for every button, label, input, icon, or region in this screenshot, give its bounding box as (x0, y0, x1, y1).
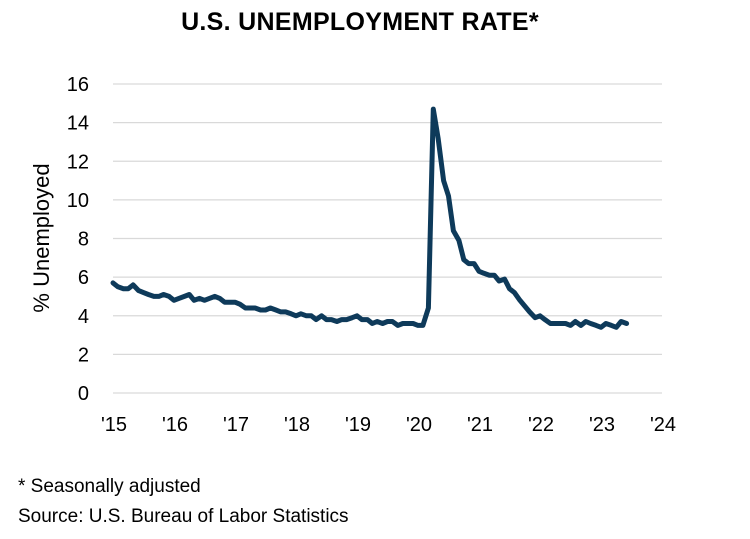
gridlines (113, 83, 662, 394)
y-tick-label-8: 8 (78, 229, 89, 251)
y-tick-label-12: 12 (67, 151, 89, 173)
y-tick-label-10: 10 (67, 190, 89, 212)
x-tick-label-3: '18 (284, 414, 310, 436)
x-tick-label-5: '20 (406, 414, 432, 436)
x-tick-label-7: '22 (528, 414, 554, 436)
y-tick-label-6: 6 (78, 267, 89, 289)
x-tick-label-6: '21 (467, 414, 493, 436)
series-group (110, 106, 630, 330)
x-tick-label-1: '16 (162, 414, 188, 436)
x-tick-label-9: '24 (650, 414, 676, 436)
x-tick-label-8: '23 (589, 414, 615, 436)
y-tick-label-16: 16 (67, 74, 89, 96)
y-axis-ticks: 0 2 4 6 8 10 12 14 16 (67, 74, 89, 405)
x-axis-ticks: '15 '16 '17 '18 '19 '20 '21 '22 '23 '24 (101, 414, 676, 436)
chart-title: U.S. UNEMPLOYMENT RATE* (181, 8, 539, 36)
y-tick-label-14: 14 (67, 113, 89, 135)
footnote-seasonal: * Seasonally adjusted (18, 476, 201, 497)
y-tick-label-4: 4 (78, 306, 89, 328)
x-tick-label-0: '15 (101, 414, 127, 436)
y-tick-label-0: 0 (78, 383, 89, 405)
x-tick-label-4: '19 (345, 414, 371, 436)
series-line-0 (110, 106, 630, 330)
x-tick-label-2: '17 (223, 414, 249, 436)
y-tick-label-2: 2 (78, 344, 89, 366)
footnote-source: Source: U.S. Bureau of Labor Statistics (18, 506, 349, 527)
